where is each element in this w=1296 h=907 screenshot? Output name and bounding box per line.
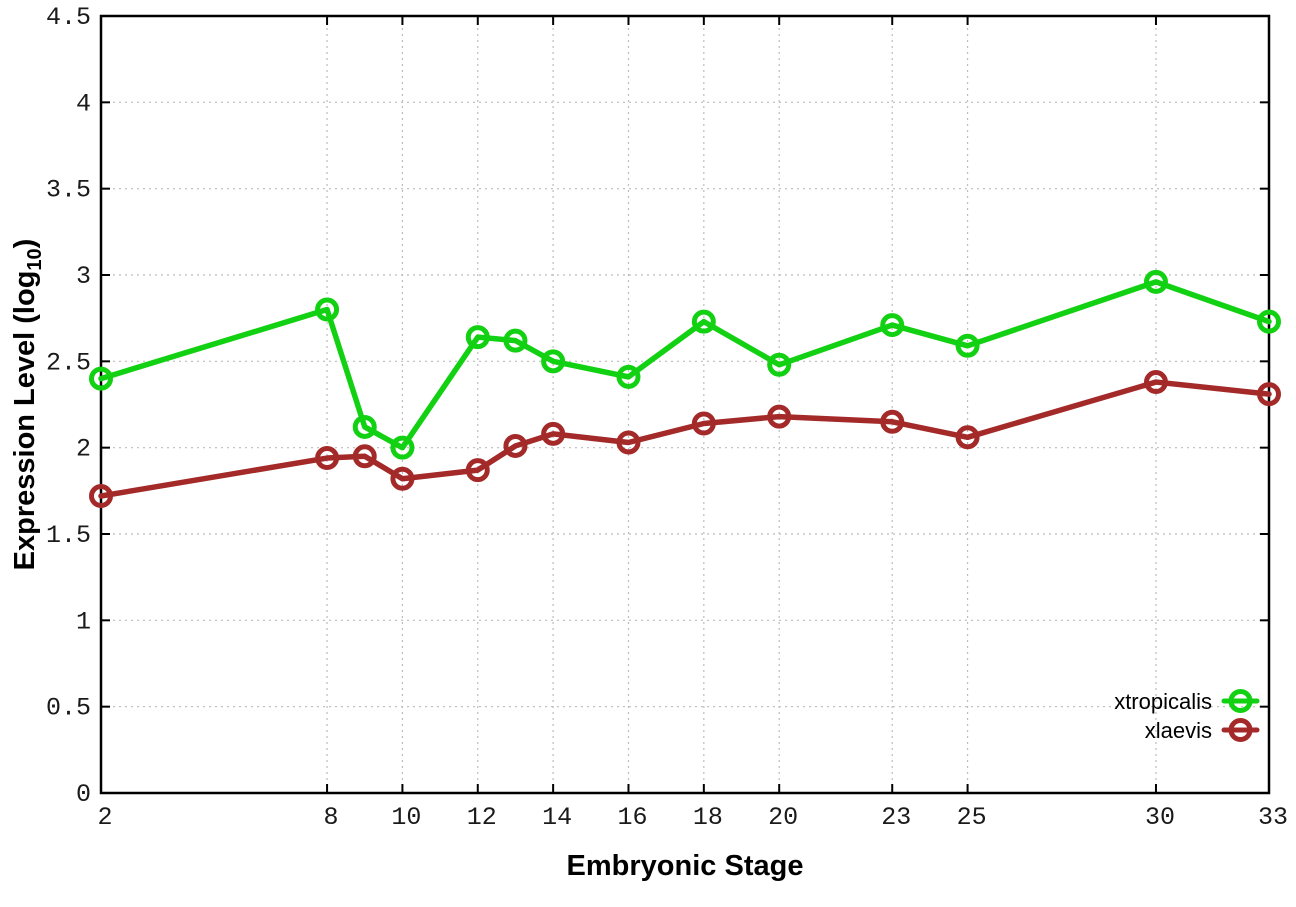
- y-axis-title-base: Expression Level (log: [9, 271, 41, 571]
- marker-xlaevis: [955, 425, 980, 450]
- marker-xtropicalis: [465, 325, 490, 350]
- x-tick-label: 30: [1145, 803, 1175, 832]
- marker-xtropicalis: [390, 435, 415, 460]
- marker-xtropicalis: [352, 414, 377, 439]
- y-axis-title-subscript: 10: [24, 248, 46, 270]
- x-tick-label: 10: [391, 803, 421, 832]
- y-tick-label: 1.5: [46, 521, 91, 550]
- marker-xlaevis: [465, 458, 490, 483]
- x-tick-label: 20: [768, 803, 798, 832]
- plot-border: [99, 14, 1271, 795]
- y-axis-title-close: ): [9, 239, 41, 249]
- series-line-xlaevis: [98, 379, 1272, 499]
- marker-xlaevis: [352, 444, 377, 469]
- legend-marker-xlaevis: [1228, 718, 1253, 742]
- marker-xtropicalis: [315, 297, 340, 322]
- marker-xtropicalis: [1257, 309, 1281, 334]
- x-tick-label: 23: [881, 803, 911, 832]
- x-axis-title: Embryonic Stage: [567, 850, 804, 882]
- marker-xtropicalis: [767, 352, 792, 377]
- marker-xtropicalis: [955, 333, 980, 358]
- legend-marker-xtropicalis: [1228, 689, 1253, 713]
- marker-xtropicalis: [880, 313, 905, 338]
- x-tick-label: 25: [957, 803, 987, 832]
- marker-xlaevis: [1257, 382, 1281, 407]
- marker-xlaevis: [503, 433, 528, 458]
- marker-xlaevis: [767, 404, 792, 429]
- y-tick-label: 0: [76, 780, 91, 809]
- x-tick-label: 33: [1258, 803, 1288, 832]
- series-line-xtropicalis: [98, 279, 1272, 451]
- marker-xtropicalis: [89, 366, 113, 391]
- y-tick-label: 4.5: [46, 3, 91, 32]
- series-layer: [89, 269, 1281, 509]
- legend-label-xtropicalis: xtropicalis: [1114, 689, 1212, 714]
- marker-xlaevis: [390, 466, 415, 491]
- marker-xlaevis: [1143, 370, 1168, 395]
- y-tick-label: 2.5: [46, 348, 91, 377]
- legend-layer: xtropicalis xlaevis: [1114, 689, 1260, 743]
- x-tick-label: 18: [693, 803, 723, 832]
- marker-xtropicalis: [691, 309, 716, 334]
- marker-xlaevis: [616, 430, 641, 455]
- legend-label-xlaevis: xlaevis: [1145, 718, 1212, 743]
- border-layer: [99, 14, 1271, 795]
- marker-xlaevis: [89, 484, 113, 509]
- marker-xtropicalis: [503, 328, 528, 353]
- grid-layer: [101, 16, 1269, 793]
- marker-xtropicalis: [616, 364, 641, 389]
- y-axis-title: Expression Level (log10): [9, 239, 46, 571]
- y-tick-label: 2: [76, 435, 91, 464]
- x-tick-label: 12: [467, 803, 497, 832]
- y-tick-label: 3.5: [46, 176, 91, 205]
- y-tick-label: 4: [76, 89, 91, 118]
- x-tick-label: 16: [617, 803, 647, 832]
- marker-xtropicalis: [1143, 269, 1168, 294]
- marker-xlaevis: [880, 409, 905, 434]
- x-tick-label: 8: [324, 803, 339, 832]
- marker-xlaevis: [315, 446, 340, 471]
- labels-layer: 2 8 10 12 14 16 18 20 23 25 30 33 0 0.5 1 1.5 2 2.5 3 3.5 4 4…: [9, 3, 1288, 882]
- y-tick-label: 1: [76, 607, 91, 636]
- marker-xtropicalis: [541, 349, 566, 374]
- marker-xlaevis: [541, 421, 566, 446]
- x-tick-label: 2: [97, 803, 112, 832]
- y-tick-label: 3: [76, 262, 91, 291]
- x-tick-label: 14: [542, 803, 572, 832]
- ticks-layer: [100, 15, 1270, 794]
- marker-xlaevis: [691, 411, 716, 436]
- y-tick-label: 0.5: [46, 694, 91, 723]
